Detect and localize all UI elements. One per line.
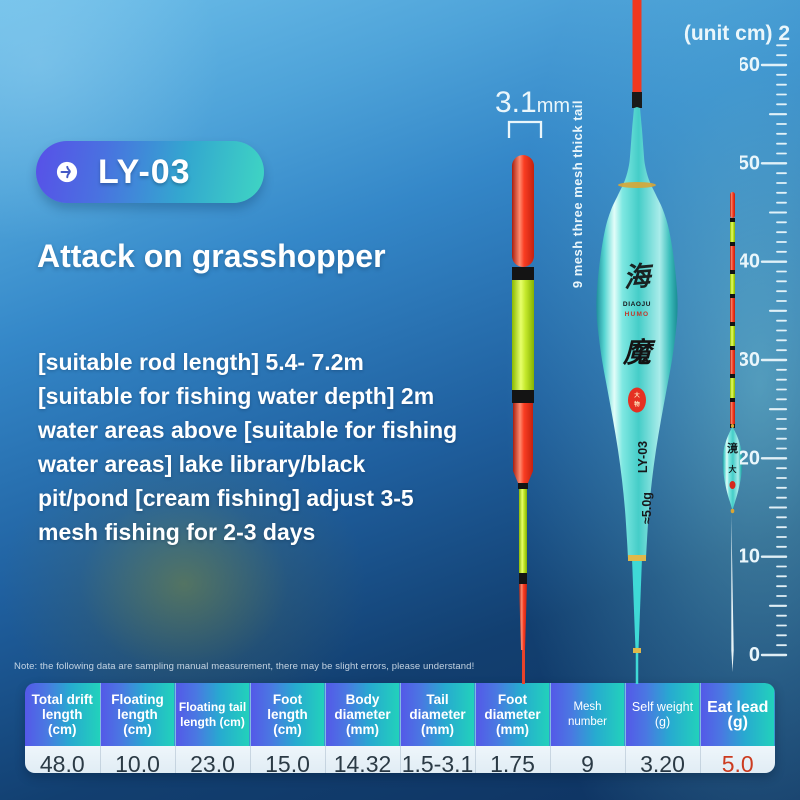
svg-text:60: 60 [740, 54, 760, 76]
svg-text:50: 50 [740, 152, 760, 174]
svg-text:30: 30 [740, 349, 760, 371]
svg-text:10: 10 [740, 546, 760, 568]
svg-text:0: 0 [749, 644, 760, 666]
svg-text:滰: 滰 [727, 441, 738, 455]
svg-text:大: 大 [729, 464, 737, 474]
svg-text:20: 20 [740, 447, 760, 469]
svg-text:40: 40 [740, 251, 760, 273]
